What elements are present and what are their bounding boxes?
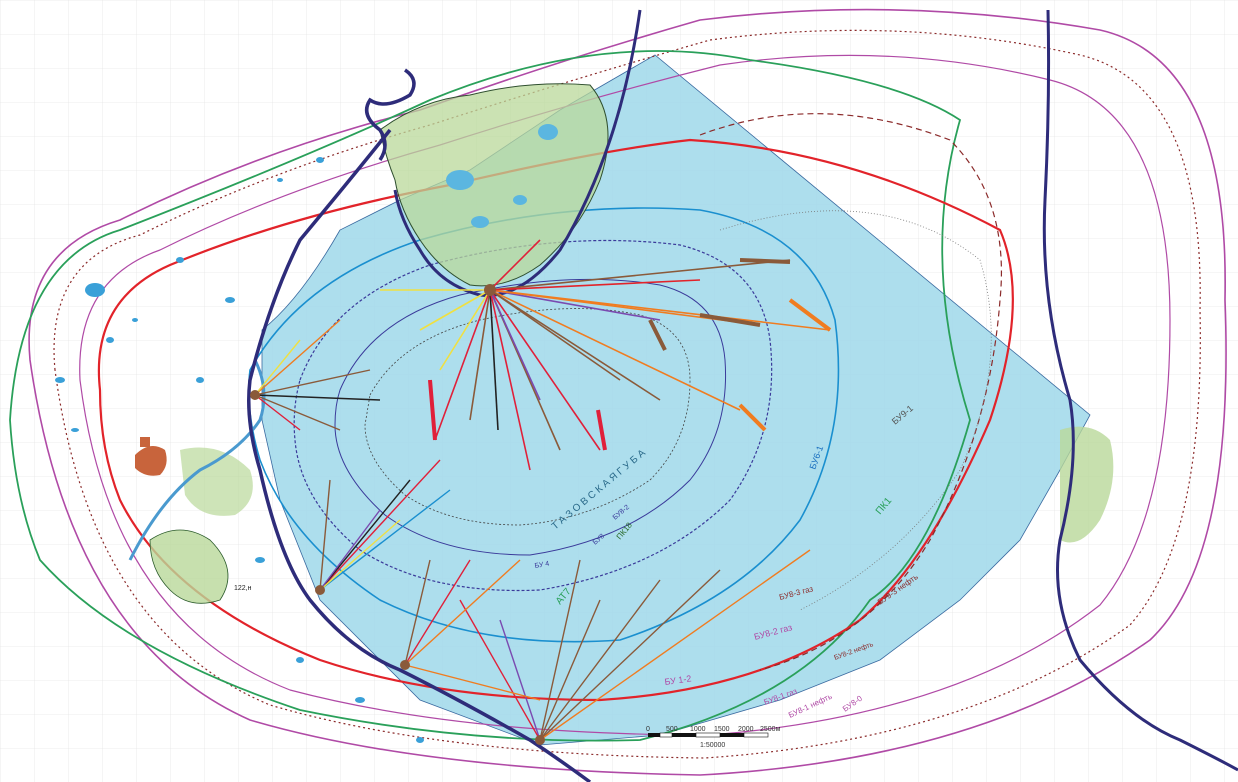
- label-bu-1-2: БУ 1-2: [664, 673, 692, 687]
- settlement-marker-icon: [135, 446, 167, 476]
- oil-well-marker-icon: [400, 660, 410, 670]
- contour-brown-dotted: [53, 29, 1201, 759]
- well-trajectories-north: [380, 239, 831, 471]
- land-west-river: [149, 529, 229, 604]
- lake: [538, 124, 558, 140]
- scale-tick: 0: [646, 726, 650, 733]
- contour-purple-3: [334, 278, 727, 556]
- settlement-marker-icon: [140, 437, 150, 447]
- land-west-river: [180, 447, 253, 516]
- shoreline-inlet: [364, 68, 416, 161]
- lake: [446, 170, 474, 190]
- oil-well-marker-icon: [250, 390, 260, 400]
- scale-ratio: 1:50000: [700, 742, 725, 749]
- label-point-122: 122,н: [234, 585, 252, 592]
- scale-tick: 1000: [690, 726, 706, 733]
- well-ends-thick: [428, 258, 832, 451]
- scale-tick: 2000: [738, 726, 754, 733]
- lake: [471, 216, 489, 228]
- contour-red-dashed: [699, 113, 1003, 671]
- shoreline-peninsula: [393, 9, 642, 297]
- scale-tick: 500: [666, 726, 678, 733]
- well-trajectories-west: [254, 319, 381, 431]
- contour-magenta-inner: [79, 54, 1171, 736]
- label-bu4: БУ 4: [534, 561, 550, 570]
- contour-outer-magenta: [28, 8, 1227, 776]
- lake: [513, 195, 527, 205]
- contour-pk1-green: [9, 50, 971, 742]
- shoreline-east: [1042, 9, 1238, 772]
- oil-well-marker-icon: [535, 735, 545, 745]
- contour-buv9-red: [97, 138, 1014, 702]
- scale-tick: 2500м: [760, 726, 781, 733]
- oil-well-marker-icon: [315, 585, 325, 595]
- well-trajectories-south: [404, 549, 811, 741]
- well-trajectories-southwest: [319, 459, 451, 591]
- scale-bar: 0 500 1000 1500 2000 2500м 1:50000: [646, 726, 781, 749]
- scale-tick: 1500: [714, 726, 730, 733]
- oil-well-marker-icon: [484, 284, 496, 296]
- shoreline-west: [247, 128, 592, 782]
- lake-cluster: [55, 157, 424, 743]
